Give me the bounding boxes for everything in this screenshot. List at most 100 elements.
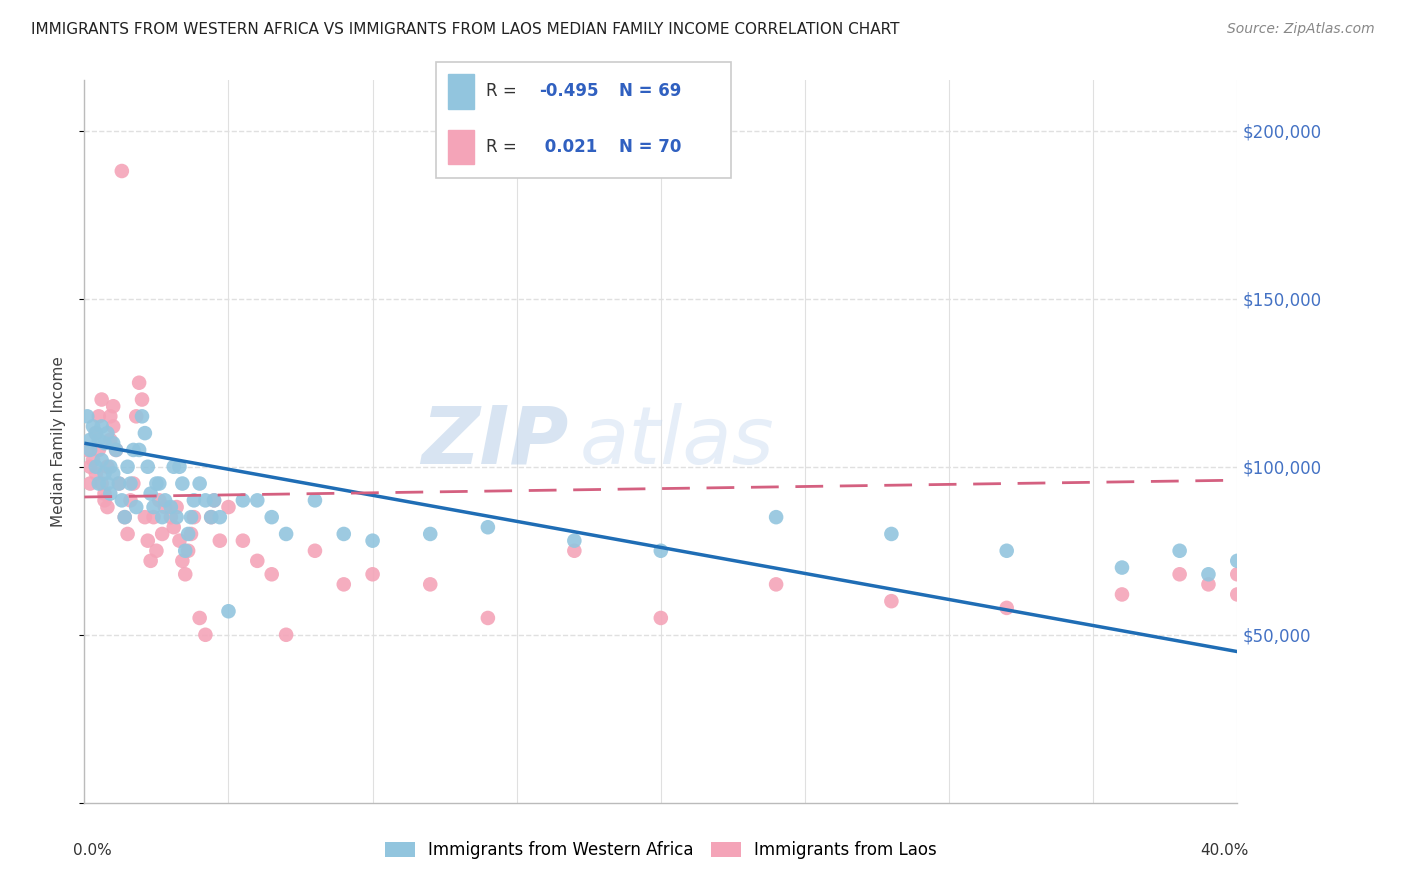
Point xyxy=(76,442,98,457)
Point xyxy=(208,533,231,548)
Point xyxy=(194,493,217,508)
Point xyxy=(125,409,148,424)
Point xyxy=(419,527,441,541)
Text: N = 70: N = 70 xyxy=(619,137,682,155)
Point xyxy=(200,510,222,524)
Point xyxy=(218,500,240,514)
Point xyxy=(117,459,139,474)
Point xyxy=(98,459,121,474)
Text: R =: R = xyxy=(486,82,522,100)
Point xyxy=(96,459,118,474)
Point xyxy=(134,510,156,524)
Bar xyxy=(447,129,474,164)
Text: N = 69: N = 69 xyxy=(619,82,682,100)
Point xyxy=(188,476,211,491)
Point xyxy=(125,500,148,514)
Point xyxy=(93,436,115,450)
Point xyxy=(103,399,124,413)
Point xyxy=(1198,567,1220,582)
Point xyxy=(117,527,139,541)
Point xyxy=(79,442,101,457)
Point xyxy=(114,510,136,524)
Legend: Immigrants from Western Africa, Immigrants from Laos: Immigrants from Western Africa, Immigran… xyxy=(385,841,936,860)
Point xyxy=(1168,567,1191,582)
Point xyxy=(304,493,326,508)
Point xyxy=(169,459,191,474)
Point xyxy=(145,476,167,491)
Point xyxy=(120,493,142,508)
Point xyxy=(477,520,499,534)
Point xyxy=(202,493,225,508)
Point xyxy=(131,392,153,407)
Point xyxy=(232,533,254,548)
Point xyxy=(134,426,156,441)
Point xyxy=(177,527,200,541)
Point xyxy=(276,527,298,541)
Point xyxy=(765,577,787,591)
Point xyxy=(1111,560,1133,574)
Point xyxy=(136,459,159,474)
Point xyxy=(202,493,225,508)
Point xyxy=(174,567,197,582)
Point xyxy=(90,392,112,407)
Point xyxy=(90,453,112,467)
Point xyxy=(650,611,672,625)
Point xyxy=(177,543,200,558)
Point xyxy=(232,493,254,508)
Point xyxy=(103,436,124,450)
Text: atlas: atlas xyxy=(581,402,775,481)
Point xyxy=(96,426,118,441)
Point xyxy=(174,543,197,558)
Point xyxy=(1226,567,1249,582)
Point xyxy=(111,164,134,178)
Point xyxy=(564,543,586,558)
Point xyxy=(105,442,128,457)
Text: ZIP: ZIP xyxy=(422,402,568,481)
Point xyxy=(122,476,145,491)
Point xyxy=(163,459,186,474)
Point xyxy=(131,409,153,424)
Point xyxy=(304,543,326,558)
Point xyxy=(87,476,110,491)
Point xyxy=(208,510,231,524)
Point xyxy=(79,433,101,447)
Point xyxy=(1226,587,1249,601)
Point xyxy=(880,527,903,541)
Point xyxy=(105,442,128,457)
Point xyxy=(98,433,121,447)
Point xyxy=(96,500,118,514)
Point xyxy=(333,527,356,541)
Point xyxy=(128,442,150,457)
Point xyxy=(79,459,101,474)
Point xyxy=(183,510,205,524)
Point xyxy=(108,476,131,491)
Text: -0.495: -0.495 xyxy=(540,82,599,100)
Point xyxy=(995,600,1018,615)
Point xyxy=(765,510,787,524)
Point xyxy=(200,510,222,524)
Point xyxy=(87,442,110,457)
Point xyxy=(90,476,112,491)
Text: R =: R = xyxy=(486,137,522,155)
Point xyxy=(103,419,124,434)
Point xyxy=(98,409,121,424)
Y-axis label: Median Family Income: Median Family Income xyxy=(51,356,66,527)
Point xyxy=(276,628,298,642)
Point xyxy=(995,543,1018,558)
Point xyxy=(246,554,269,568)
Point xyxy=(120,476,142,491)
Point xyxy=(79,476,101,491)
Point xyxy=(98,486,121,500)
Point xyxy=(180,510,202,524)
Point xyxy=(246,493,269,508)
Point xyxy=(180,527,202,541)
Point xyxy=(150,510,173,524)
Point xyxy=(103,467,124,481)
Point xyxy=(84,426,107,441)
Point xyxy=(87,433,110,447)
FancyBboxPatch shape xyxy=(436,62,731,178)
Text: 0.021: 0.021 xyxy=(540,137,598,155)
Point xyxy=(153,500,176,514)
Point xyxy=(93,493,115,508)
Point xyxy=(260,567,283,582)
